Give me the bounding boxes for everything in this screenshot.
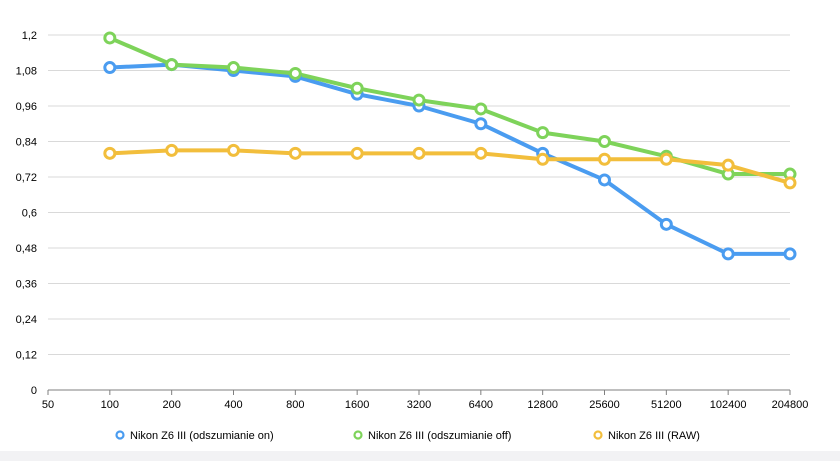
- data-point: [783, 247, 797, 261]
- data-point: [227, 143, 240, 157]
- data-point: [598, 135, 611, 148]
- x-tick-label: 51200: [651, 399, 682, 411]
- data-point: [103, 146, 117, 160]
- x-tick-label: 1600: [345, 399, 369, 411]
- legend-item: Nikon Z6 III (odszumianie on): [115, 430, 274, 442]
- data-point: [412, 146, 426, 160]
- x-tick-label: 6400: [469, 399, 493, 411]
- data-point: [721, 247, 735, 261]
- legend: Nikon Z6 III (odszumianie on) Nikon Z6 II…: [115, 430, 700, 442]
- data-point: [350, 81, 364, 95]
- x-tick-label: 400: [224, 399, 242, 411]
- x-tick-label: 204800: [772, 399, 809, 411]
- x-tick-label: 12800: [527, 399, 558, 411]
- data-point: [227, 61, 240, 75]
- data-point: [474, 102, 488, 116]
- y-tick-label: 0,72: [16, 172, 37, 184]
- data-point: [474, 117, 488, 131]
- y-tick-label: 1,08: [16, 66, 37, 78]
- y-tick-label: 0,96: [16, 101, 37, 113]
- legend-label: Nikon Z6 III (odszumianie off): [368, 430, 511, 442]
- y-tick-label: 0,36: [16, 279, 37, 291]
- x-tick-labels: 50 100 200 400 800 1600 3200 6400 12800 25600 5120…: [42, 399, 808, 411]
- data-point: [165, 143, 179, 157]
- grid-lines: [48, 34, 790, 355]
- data-point: [598, 173, 611, 187]
- data-point: [412, 93, 426, 107]
- x-tick-label: 200: [162, 399, 180, 411]
- legend-label: Nikon Z6 III (odszumianie on): [130, 430, 274, 442]
- data-point: [659, 152, 673, 166]
- legend-marker: [593, 430, 603, 440]
- y-tick-label: 0,6: [22, 208, 37, 220]
- y-tick-label: 0,12: [16, 350, 37, 362]
- y-tick-label: 0: [31, 385, 37, 397]
- y-tick-label: 0,84: [16, 137, 37, 149]
- x-tick-label: 100: [101, 399, 119, 411]
- y-tick-label: 0,24: [16, 314, 37, 326]
- legend-marker: [115, 430, 125, 440]
- x-tick-label: 102400: [710, 399, 747, 411]
- data-point: [350, 146, 364, 160]
- data-point: [721, 158, 735, 172]
- legend-item: Nikon Z6 III (odszumianie off): [353, 430, 511, 442]
- data-point: [474, 146, 488, 160]
- x-tick-label: 800: [286, 399, 304, 411]
- data-point: [288, 146, 302, 160]
- series-lines: [103, 31, 797, 261]
- x-tick-label: 3200: [407, 399, 431, 411]
- legend-item: Nikon Z6 III (RAW): [593, 430, 700, 442]
- x-tick-label: 50: [42, 399, 54, 411]
- x-tick-label: 25600: [589, 399, 620, 411]
- data-point: [659, 217, 673, 231]
- data-point: [165, 58, 179, 72]
- y-tick-label: 1,2: [22, 30, 37, 42]
- data-point: [536, 126, 550, 140]
- data-point: [103, 61, 117, 75]
- axes: [47, 389, 791, 395]
- bottom-strip: [0, 451, 840, 461]
- data-point: [536, 152, 550, 166]
- data-point: [288, 66, 302, 80]
- y-tick-labels: 0 0,12 0,24 0,36 0,48 0,6 0,72 0,84 0,96 1,08 1,2: [16, 30, 37, 397]
- y-tick-label: 0,48: [16, 243, 37, 255]
- data-point: [783, 176, 797, 190]
- legend-label: Nikon Z6 III (RAW): [608, 430, 700, 442]
- data-point: [598, 152, 611, 166]
- series-line: [107, 62, 792, 256]
- series-line: [107, 148, 792, 185]
- legend-marker: [353, 430, 363, 440]
- data-point: [103, 31, 117, 45]
